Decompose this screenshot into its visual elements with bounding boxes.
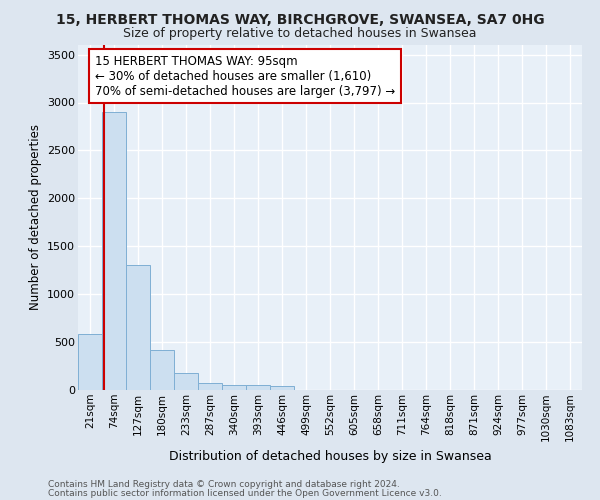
Text: Size of property relative to detached houses in Swansea: Size of property relative to detached ho… [123,28,477,40]
Bar [126,266,150,390]
Bar [270,386,294,390]
Text: Contains public sector information licensed under the Open Government Licence v3: Contains public sector information licen… [48,488,442,498]
Text: Contains HM Land Registry data © Crown copyright and database right 2024.: Contains HM Land Registry data © Crown c… [48,480,400,489]
Text: 15, HERBERT THOMAS WAY, BIRCHGROVE, SWANSEA, SA7 0HG: 15, HERBERT THOMAS WAY, BIRCHGROVE, SWAN… [56,12,544,26]
Y-axis label: Number of detached properties: Number of detached properties [29,124,41,310]
Bar [222,384,246,390]
Bar [150,350,174,390]
X-axis label: Distribution of detached houses by size in Swansea: Distribution of detached houses by size … [169,450,491,462]
Bar [78,334,102,390]
Bar [102,112,126,390]
Bar [198,383,222,390]
Bar [174,373,198,390]
Bar [246,385,270,390]
Text: 15 HERBERT THOMAS WAY: 95sqm
← 30% of detached houses are smaller (1,610)
70% of: 15 HERBERT THOMAS WAY: 95sqm ← 30% of de… [95,54,395,98]
